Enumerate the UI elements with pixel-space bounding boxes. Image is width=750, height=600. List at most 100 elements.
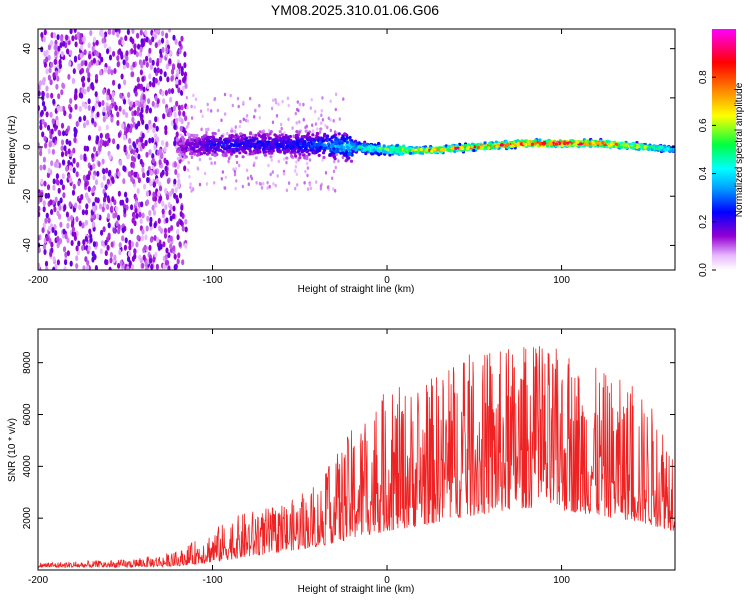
spectrogram-cell [56,179,60,186]
spectrogram-cell [288,134,292,139]
spectrogram-cell [182,127,186,134]
spectrogram-cell [173,111,177,118]
spectrogram-cell [254,156,258,160]
spectrogram-cell [279,139,283,143]
spectrogram-cell [70,215,74,221]
spectrogram-cell [103,141,107,148]
spectrogram-cell [188,152,193,156]
spectrogram-cell [43,105,47,112]
spectrogram-cell [330,135,334,140]
spectrogram-cell [136,110,140,117]
spectrogram-cell [66,48,70,55]
spectrogram-cell [526,140,531,144]
spectrogram-cell [254,108,257,113]
spectrogram-cell [227,150,231,154]
spectrogram-cell [117,190,121,197]
spectrogram-cell [68,60,72,67]
spectrogram-cell [315,145,319,149]
spectrogram-cell [102,106,106,113]
spectrogram-cell [87,42,91,49]
spectrogram-cell [294,111,297,116]
spectrogram-cell [102,174,106,181]
spectrogram-xtick-label: 100 [553,275,570,286]
spectrogram-cell [180,89,184,96]
spectrogram-cell [134,90,138,97]
spectrogram-cell [92,163,96,170]
spectrogram-cell [43,249,47,255]
spectrogram-cell [195,133,199,138]
spectrogram-cell [298,152,302,156]
spectrogram-cell [285,160,288,165]
spectrogram-cell [277,136,281,140]
spectrogram-cell [195,145,199,149]
spectrogram-cell [205,152,210,156]
spectrogram-cell [106,105,110,112]
spectrogram-cell [64,259,68,266]
spectrogram-cell [139,69,143,76]
spectrogram-cell [550,144,554,148]
spectrogram-cell [141,76,145,83]
spectrogram-cell [156,237,160,244]
spectrogram-cell [297,108,300,113]
spectrogram-cell [56,34,60,41]
spectrogram-cell [45,85,49,92]
spectrogram-cell [180,118,184,125]
spectrogram-ytick-label: 40 [22,43,33,55]
spectrogram-cell [111,29,116,36]
spectrogram-cell [65,128,69,135]
spectrogram-cell [161,46,165,53]
spectrogram-cell [522,142,526,146]
spectrogram-cell [178,241,182,248]
spectrogram-cell [122,178,126,185]
spectrogram-cell [87,245,91,252]
spectrogram-cell [56,259,61,266]
spectrogram-cell [79,154,83,161]
spectrogram-cell [95,39,99,46]
spectrogram-cell [249,174,253,179]
spectrogram-cell [317,116,320,121]
spectrogram-cell [92,146,97,153]
spectrogram-cell [115,220,119,227]
spectrogram-cell [149,257,153,264]
spectrogram-cell [173,123,177,130]
spectrogram-cell [148,107,152,114]
spectrogram-cell [177,87,181,94]
spectrogram-cell [378,146,382,150]
spectrogram-cell [141,228,145,235]
spectrogram-cell [122,109,126,116]
spectrogram-cell [52,72,56,79]
spectrogram-cell [348,135,352,140]
spectrogram-cell [148,47,152,54]
spectrogram-cell [241,184,245,189]
spectrogram-cell [384,147,388,151]
colorbar-gradient [712,29,736,270]
spectrogram-cell [142,94,146,100]
spectrogram-cell [136,32,140,39]
spectrogram-cell [306,137,310,141]
spectrogram-cell [42,243,47,250]
spectrogram-cell [177,178,181,185]
spectrogram-cell [321,96,324,100]
spectrogram-cell [319,145,323,149]
spectrogram-cell [628,142,632,146]
spectrogram-cell [49,111,53,118]
spectrogram-cell [159,68,163,75]
spectrogram-cell [66,250,70,257]
snr-ytick-label: 4000 [22,455,33,478]
spectrogram-cell [151,59,155,66]
spectrogram-cell [156,136,160,143]
spectrogram-cell [216,108,220,113]
spectrogram-cell [87,197,91,204]
spectrogram-cell [152,191,156,198]
spectrogram-cell [398,148,402,152]
spectrogram-cell [213,153,217,157]
snr-xtick-label: 0 [384,575,390,586]
spectrogram-cell [44,192,48,199]
spectrogram-cell [189,185,192,190]
spectrogram-cell [85,67,90,74]
spectrogram-cell [199,152,204,156]
spectrogram-cell [110,69,114,76]
spectrogram-cell [112,50,116,57]
spectrogram-cell [79,33,83,39]
spectrogram-cell [440,150,444,154]
